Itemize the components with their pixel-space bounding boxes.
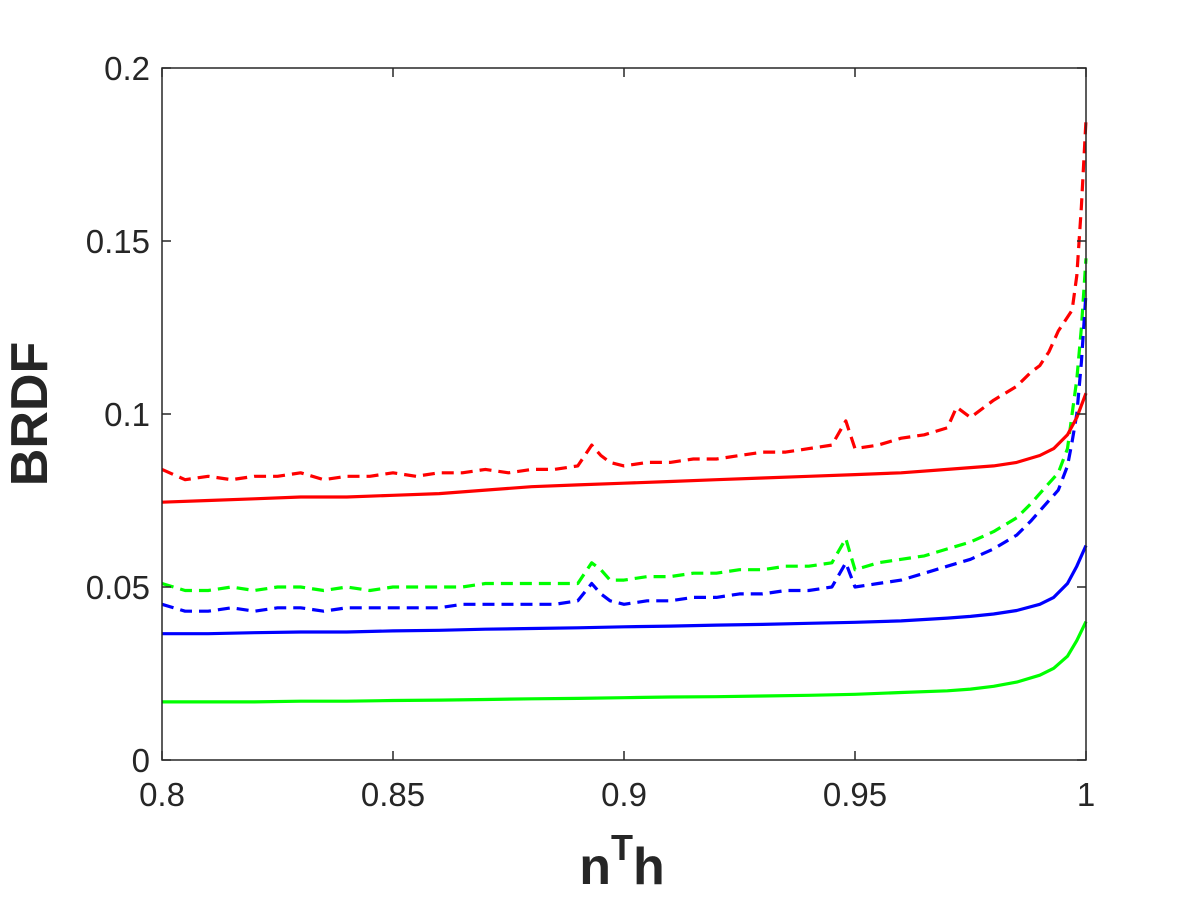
y-tick-label: 0.1 [104,396,150,433]
x-tick-label: 0.8 [139,776,185,813]
x-tick-label: 0.95 [823,776,887,813]
y-tick-label: 0.2 [104,50,150,87]
y-tick-label: 0 [132,742,150,779]
series-line-solid-3 [161,392,1088,504]
x-tick-label: 1 [1077,776,1095,813]
x-tick-label: 0.9 [601,776,647,813]
series-line-dashed-1 [161,258,1088,593]
x-axis-label-suffix: h [633,838,665,896]
y-axis-label: BRDF [1,342,59,486]
series-layer [161,119,1088,704]
x-axis-label: nTh [579,827,665,896]
x-axis-label-superscript: T [611,827,633,868]
series-line-solid-5 [162,620,1088,704]
y-tick-label: 0.05 [86,569,150,606]
x-tick-label: 0.85 [361,776,425,813]
x-axis-label-base: n [579,838,611,896]
series-line-solid-4 [162,544,1088,636]
series-line-dashed-2 [161,292,1088,613]
y-tick-label: 0.15 [86,223,150,260]
series-line-dashed-0 [161,119,1088,482]
tick-layer: 0.8 0.85 0.9 0.95 1 0 0.05 0.1 0.15 0.2 [86,50,1095,813]
plot-area [162,68,1086,760]
